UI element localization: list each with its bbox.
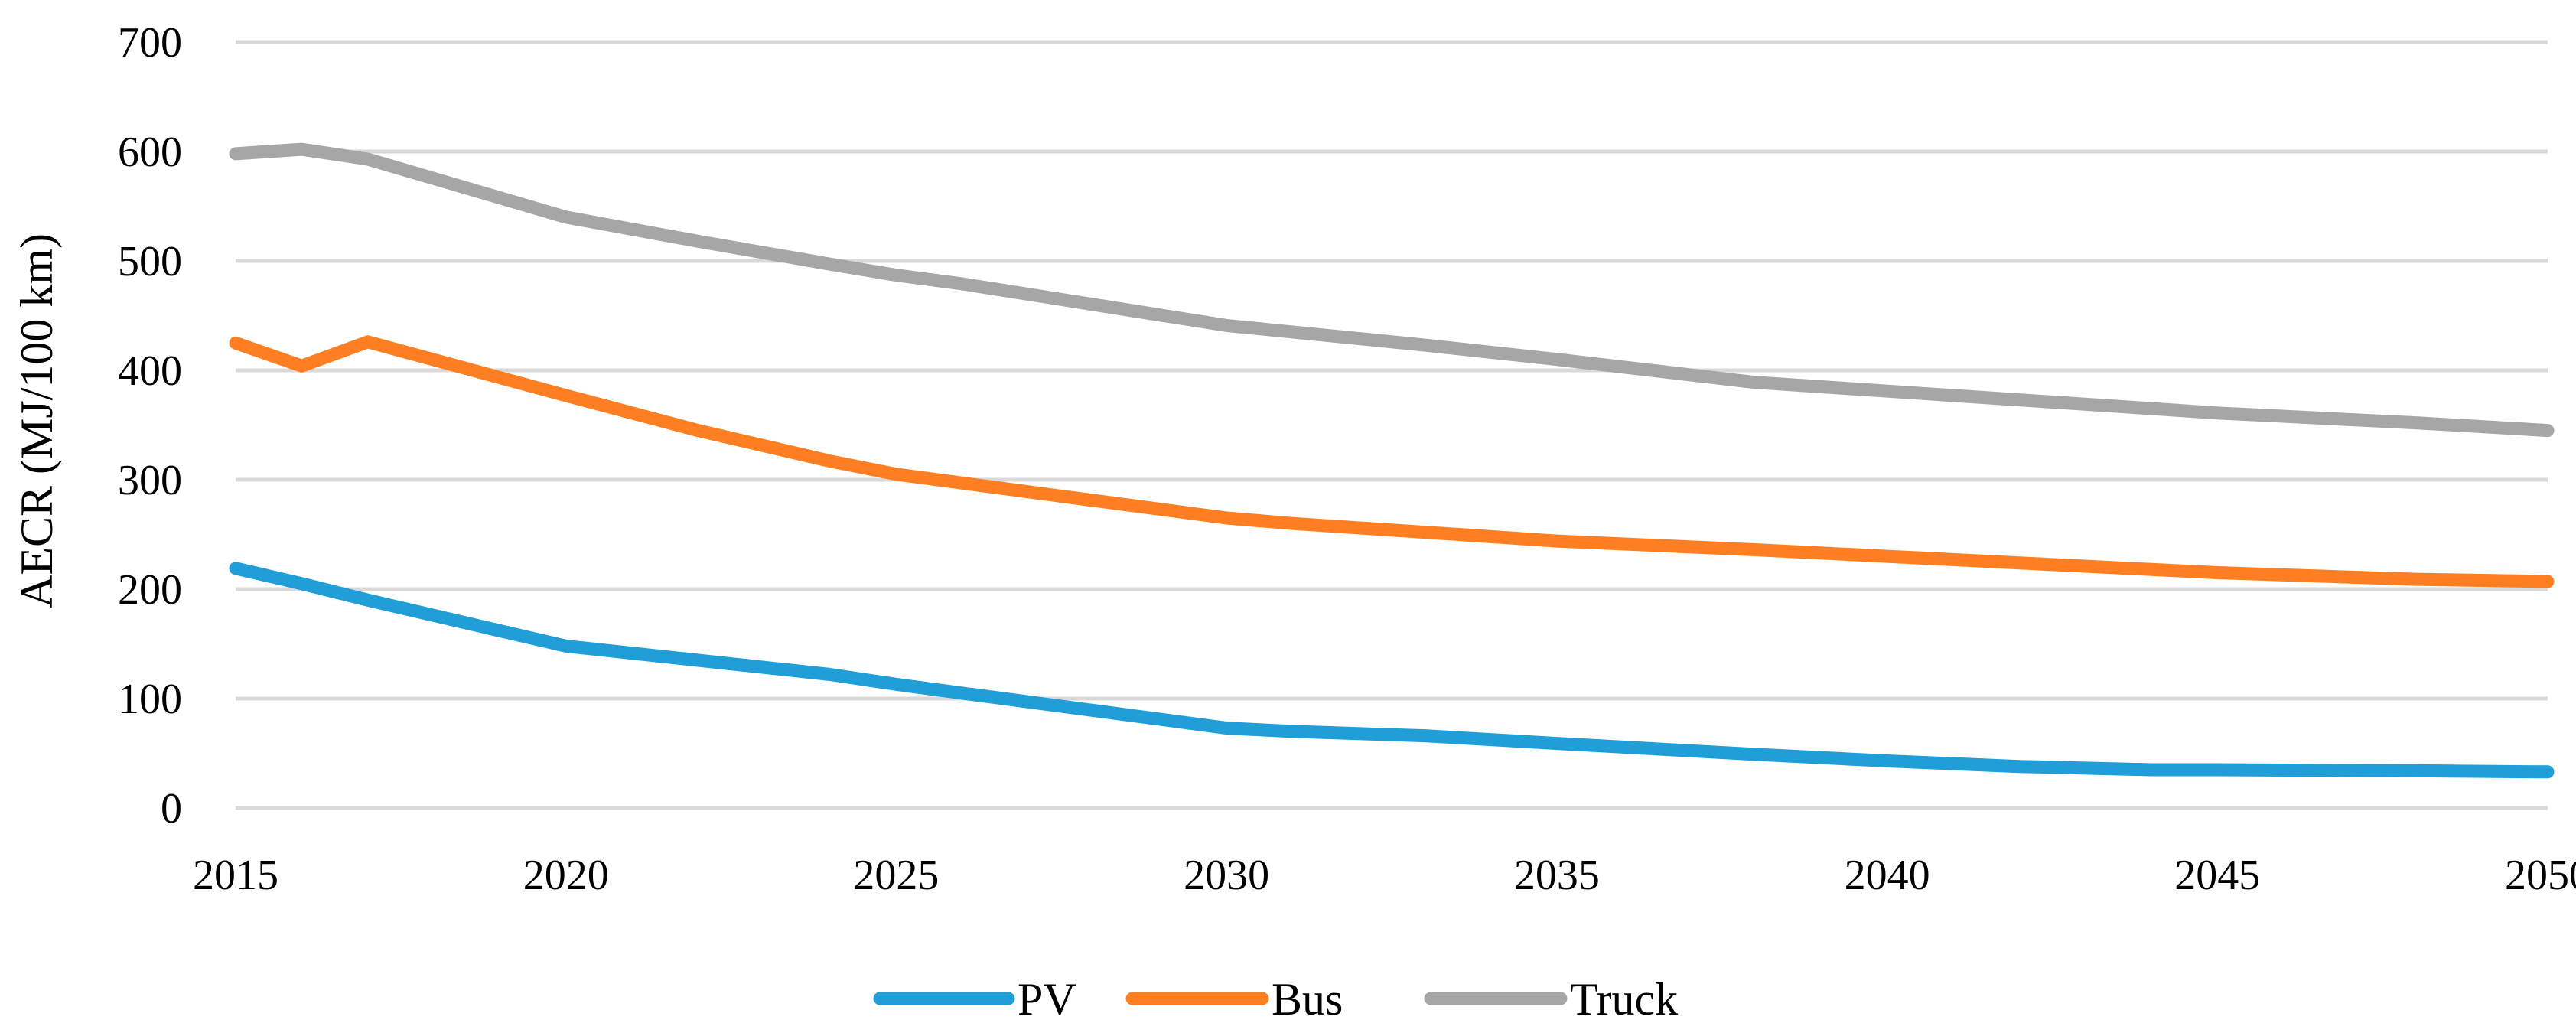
series-line-pv <box>229 562 2555 779</box>
gridlines <box>236 40 2548 810</box>
x-tick-label: 2025 <box>853 852 939 899</box>
y-tick-label: 500 <box>118 238 182 285</box>
y-tick-label: 300 <box>118 457 182 504</box>
x-tick-label: 2045 <box>2174 852 2260 899</box>
legend: PV Bus Truck <box>873 974 1678 1025</box>
x-tick-label: 2030 <box>1184 852 1269 899</box>
y-tick-label: 700 <box>118 19 182 67</box>
legend-item-truck[interactable]: Truck <box>1424 974 1678 1025</box>
legend-label: PV <box>1018 974 1076 1025</box>
y-tick-label: 100 <box>118 676 182 723</box>
y-tick-label: 400 <box>118 347 182 395</box>
x-tick-label: 2050 <box>2505 852 2576 899</box>
y-axis-title: AECR (MJ/100 km) <box>11 233 62 608</box>
series-lines <box>229 142 2555 779</box>
legend-item-bus[interactable]: Bus <box>1125 974 1343 1025</box>
x-tick-label: 2020 <box>523 852 609 899</box>
y-tick-label: 600 <box>118 129 182 176</box>
x-tick-label: 2035 <box>1514 852 1600 899</box>
legend-item-pv[interactable]: PV <box>873 974 1076 1025</box>
series-line-bus <box>229 335 2555 588</box>
legend-label: Truck <box>1570 974 1678 1025</box>
y-axis-ticks: 0 100 200 300 400 500 600 700 <box>118 19 182 832</box>
series-line-truck <box>229 142 2555 438</box>
x-axis-ticks: 2015 2020 2025 2030 2035 2040 2045 2050 <box>193 852 2576 899</box>
legend-label: Bus <box>1272 974 1343 1025</box>
y-tick-label: 200 <box>118 566 182 614</box>
x-tick-label: 2015 <box>193 852 278 899</box>
y-tick-label: 0 <box>161 785 182 832</box>
x-tick-label: 2040 <box>1845 852 1930 899</box>
